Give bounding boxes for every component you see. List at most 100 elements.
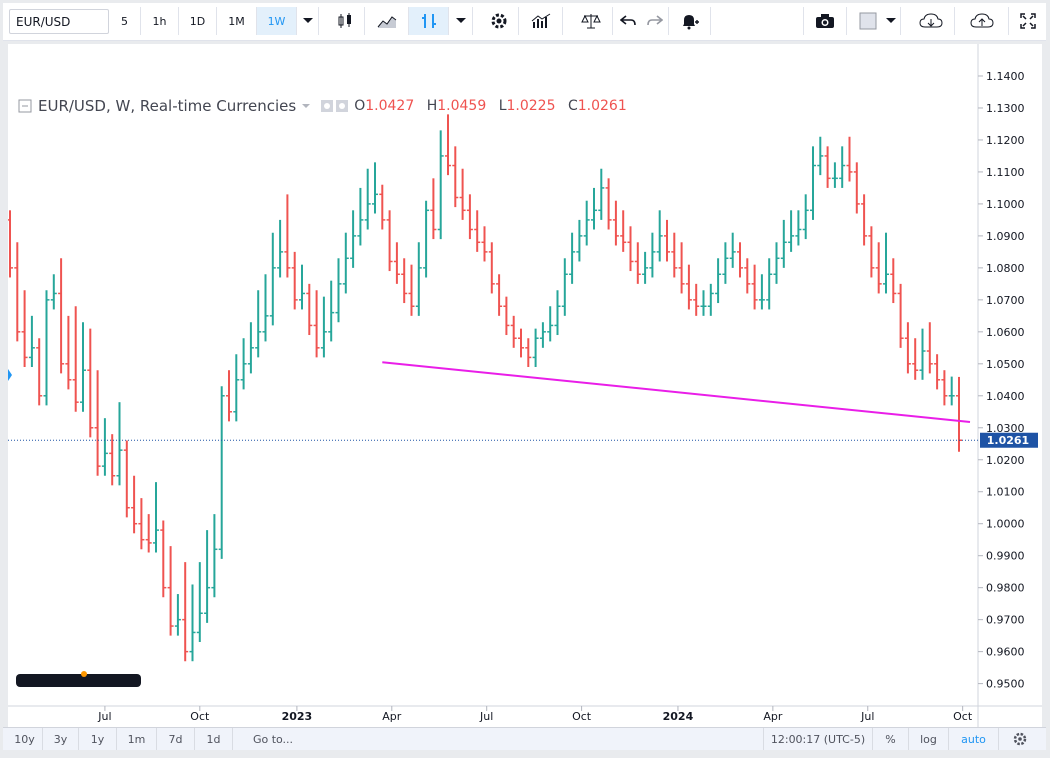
ohlc-bar [861, 194, 868, 246]
log-scale-toggle[interactable]: log [909, 728, 949, 750]
range-1d-button[interactable]: 1d [195, 728, 233, 750]
compare-button[interactable] [569, 7, 613, 35]
symbol-search-input[interactable]: EUR/USD [9, 9, 109, 34]
goto-date-button[interactable]: Go to... [233, 728, 313, 750]
indicators-button[interactable] [519, 7, 563, 35]
undo-icon [620, 15, 636, 26]
ohlc-bar [569, 232, 576, 284]
percent-scale-toggle[interactable]: % [873, 728, 909, 750]
price-tick-label: 0.9900 [986, 550, 1025, 563]
load-layout-button[interactable] [907, 7, 955, 35]
ohlc-bar [612, 200, 619, 246]
undo-button[interactable] [615, 7, 641, 35]
price-tick-label: 1.1400 [986, 70, 1025, 83]
price-chart[interactable]: 1.1400 1.1300 1.1200 1.1100 1.1000 1.0900 1.08… [8, 44, 1042, 727]
ohlc-bar [547, 306, 554, 342]
top-toolbar: EUR/USD 5 1h 1D 1M 1W [3, 3, 1046, 41]
interval-1d-button[interactable]: 1D [179, 7, 217, 35]
ohlc-bar [459, 168, 466, 220]
ohlc-bar [678, 242, 685, 294]
range-10y-button[interactable]: 10y [7, 728, 43, 750]
ohlc-bar [496, 274, 503, 316]
range-7d-button[interactable]: 7d [157, 728, 195, 750]
color-dropdown-button[interactable] [881, 7, 901, 35]
symbol-text: EUR/USD [16, 14, 71, 29]
ohlc-bar [824, 146, 831, 188]
ohlc-bar [773, 242, 780, 284]
ohlc-bar [196, 562, 203, 643]
chart-pane[interactable]: 1.1400 1.1300 1.1200 1.1100 1.1000 1.0900 1.08… [8, 44, 1042, 727]
cloud-download-icon [918, 13, 943, 28]
time-axis[interactable]: JulOct2023AprJulOct2024AprJulOctFeb [97, 706, 1042, 723]
alert-button[interactable] [669, 7, 711, 35]
bars-style-button[interactable] [409, 7, 449, 35]
ohlc-bar [904, 322, 911, 374]
fullscreen-button[interactable] [1011, 7, 1045, 35]
ohlc-bar [226, 370, 232, 422]
price-tick-label: 1.0600 [986, 326, 1025, 339]
support-trendline[interactable] [382, 361, 971, 424]
color-picker-button[interactable] [853, 7, 883, 35]
time-tick-label: Oct [190, 710, 210, 723]
ohlc-bar [627, 226, 634, 272]
camera-icon [816, 14, 834, 28]
collapse-legend-icon[interactable] [18, 99, 32, 113]
candles-style-button[interactable] [325, 7, 365, 35]
snapshot-button[interactable] [803, 7, 847, 35]
interval-dropdown-button[interactable] [297, 7, 319, 35]
chart-settings-button[interactable] [1005, 728, 1035, 750]
price-tick-label: 1.0900 [986, 230, 1025, 243]
ohlc-bar [766, 258, 773, 310]
range-3y-button[interactable]: 3y [43, 728, 79, 750]
price-tick-label: 0.9700 [986, 614, 1025, 627]
price-tick-label: 1.0200 [986, 454, 1025, 467]
price-tick-label: 1.0000 [986, 518, 1025, 531]
range-1m-button[interactable]: 1m [117, 728, 157, 750]
auto-scale-toggle[interactable]: auto [949, 728, 999, 750]
ohlc-bar [802, 194, 809, 240]
redo-button[interactable] [641, 7, 669, 35]
ohlc-values: O1.0427 H1.0459 L1.0225 C1.0261 [354, 98, 627, 114]
chevron-down-icon[interactable] [300, 101, 312, 111]
style-dropdown-button[interactable] [449, 7, 473, 35]
time-tick-label: 2024 [663, 710, 694, 723]
price-axis[interactable]: 1.1400 1.1300 1.1200 1.1100 1.1000 1.0900 1.08… [978, 70, 1025, 691]
range-label: 10y [14, 732, 35, 746]
ohlc-bar [364, 168, 371, 230]
ohlc-bar [707, 283, 714, 316]
series-title[interactable]: EUR/USD, W, Real-time Currencies [38, 97, 297, 115]
gear-icon [1013, 732, 1027, 746]
interval-label: 1h [152, 14, 167, 28]
time-tick-label: 2023 [282, 710, 313, 723]
ohlc-bar [14, 242, 21, 342]
range-1y-button[interactable]: 1y [79, 728, 117, 750]
area-style-button[interactable] [365, 7, 409, 35]
ohlc-bar [167, 546, 174, 636]
area-chart-icon [377, 16, 396, 28]
price-tick-label: 1.0500 [986, 358, 1025, 371]
timezone-button[interactable]: 12:00:17 (UTC-5) [763, 728, 873, 750]
candlestick-icon [338, 13, 351, 28]
interval-label: 5 [121, 14, 128, 28]
ohlc-bar [576, 219, 583, 262]
ohlc-bar [518, 328, 524, 358]
interval-1m-button[interactable]: 1M [217, 7, 257, 35]
svg-text:1.0261: 1.0261 [987, 434, 1029, 447]
auto-label: auto [961, 732, 986, 746]
ohlc-bar [671, 232, 678, 278]
interval-1w-button[interactable]: 1W [257, 7, 297, 35]
series-visibility-icon[interactable] [320, 99, 350, 113]
chevron-down-icon [885, 18, 896, 23]
time-tick-label: Oct [572, 710, 592, 723]
ohlc-bar [101, 418, 108, 476]
settings-button[interactable] [479, 7, 519, 35]
time-tick-label: Jul [860, 710, 874, 723]
interval-5m-button[interactable]: 5 [109, 7, 141, 35]
price-tick-label: 1.0100 [986, 486, 1025, 499]
price-tick-label: 1.1000 [986, 198, 1025, 211]
interval-1h-button[interactable]: 1h [141, 7, 179, 35]
ohlc-bar [503, 296, 510, 336]
ohlc-bar [452, 146, 459, 208]
ohlc-bar [532, 328, 539, 368]
save-layout-button[interactable] [955, 7, 1009, 35]
